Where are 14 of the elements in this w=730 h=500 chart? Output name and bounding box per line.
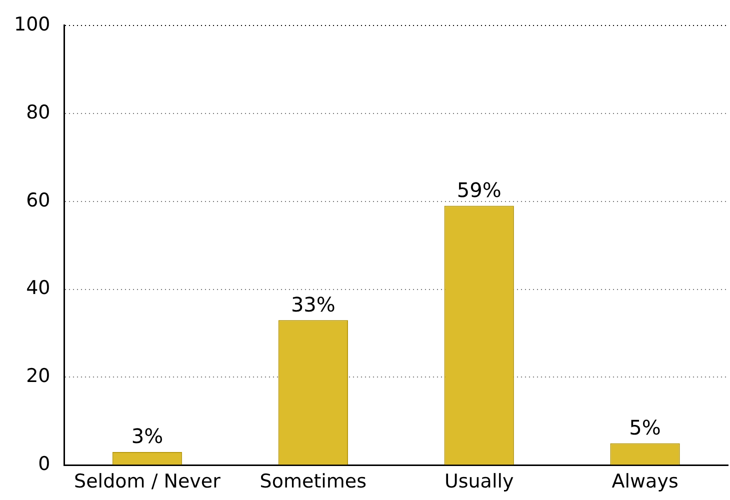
x-tick-label: Sometimes	[260, 470, 367, 493]
y-tick-label: 80	[26, 101, 50, 124]
data-label: 59%	[456, 178, 502, 202]
x-tick-label: Always	[612, 470, 678, 493]
y-tick-label: 20	[26, 365, 50, 388]
x-tick-label: Seldom / Never	[74, 470, 221, 493]
x-tick-label: Usually	[444, 470, 514, 493]
y-tick-label: 0	[38, 453, 50, 476]
data-label: 33%	[290, 292, 336, 316]
data-label: 3%	[131, 424, 164, 448]
y-tick-label: 100	[14, 13, 50, 36]
y-tick-label: 60	[26, 189, 50, 212]
data-label: 5%	[629, 415, 661, 440]
y-tick-label: 40	[26, 277, 50, 300]
